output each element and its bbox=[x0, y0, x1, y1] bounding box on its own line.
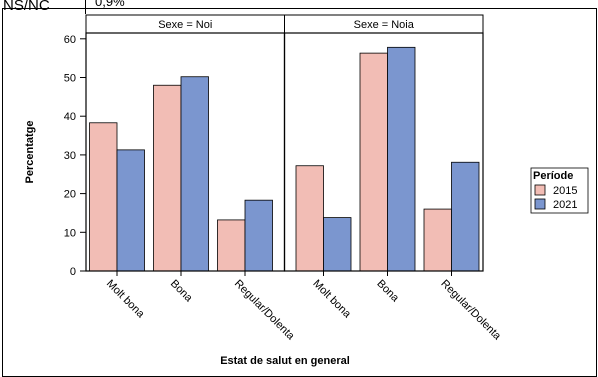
bar bbox=[423, 208, 452, 272]
bar bbox=[387, 46, 416, 272]
bar bbox=[244, 199, 273, 272]
y-tick-label: 60 bbox=[64, 34, 76, 46]
panel bbox=[283, 32, 484, 272]
legend-label: 2021 bbox=[553, 199, 577, 211]
y-tick-label: 20 bbox=[64, 189, 76, 201]
bar bbox=[217, 219, 246, 272]
x-tick-label: Regular/Dolenta bbox=[438, 278, 503, 343]
y-tick-label: 50 bbox=[64, 73, 76, 85]
x-tick-label: Bona bbox=[374, 278, 401, 305]
legend-swatch bbox=[534, 184, 546, 196]
facet-title: Sexe = Noia bbox=[354, 19, 415, 31]
bar bbox=[295, 165, 324, 272]
x-tick-label: Molt bona bbox=[104, 278, 147, 321]
x-tick-label: Molt bona bbox=[310, 278, 353, 321]
header-fragment: NS/NC bbox=[3, 0, 50, 14]
y-axis-label: Percentatge bbox=[24, 121, 36, 184]
legend-box bbox=[530, 167, 589, 214]
bar bbox=[89, 122, 118, 272]
y-tick-label: 10 bbox=[64, 227, 76, 239]
bar bbox=[359, 52, 388, 272]
bar bbox=[180, 76, 209, 272]
x-tick-label: Bona bbox=[168, 278, 195, 305]
bar bbox=[323, 217, 352, 272]
bar bbox=[116, 149, 145, 272]
y-tick-label: 30 bbox=[64, 150, 76, 162]
legend-label: 2015 bbox=[553, 185, 577, 197]
legend-swatch bbox=[534, 198, 546, 210]
bar bbox=[153, 84, 182, 272]
x-axis-label: Estat de salut en general bbox=[220, 355, 350, 367]
bar bbox=[451, 161, 480, 272]
header-fragment: 0,9% bbox=[95, 0, 125, 9]
y-tick-label: 40 bbox=[64, 111, 76, 123]
y-tick-label: 0 bbox=[70, 266, 76, 278]
facet-title: Sexe = Noi bbox=[158, 19, 212, 31]
x-tick-label: Regular/Dolenta bbox=[232, 278, 297, 343]
legend-title: Període bbox=[533, 170, 573, 182]
